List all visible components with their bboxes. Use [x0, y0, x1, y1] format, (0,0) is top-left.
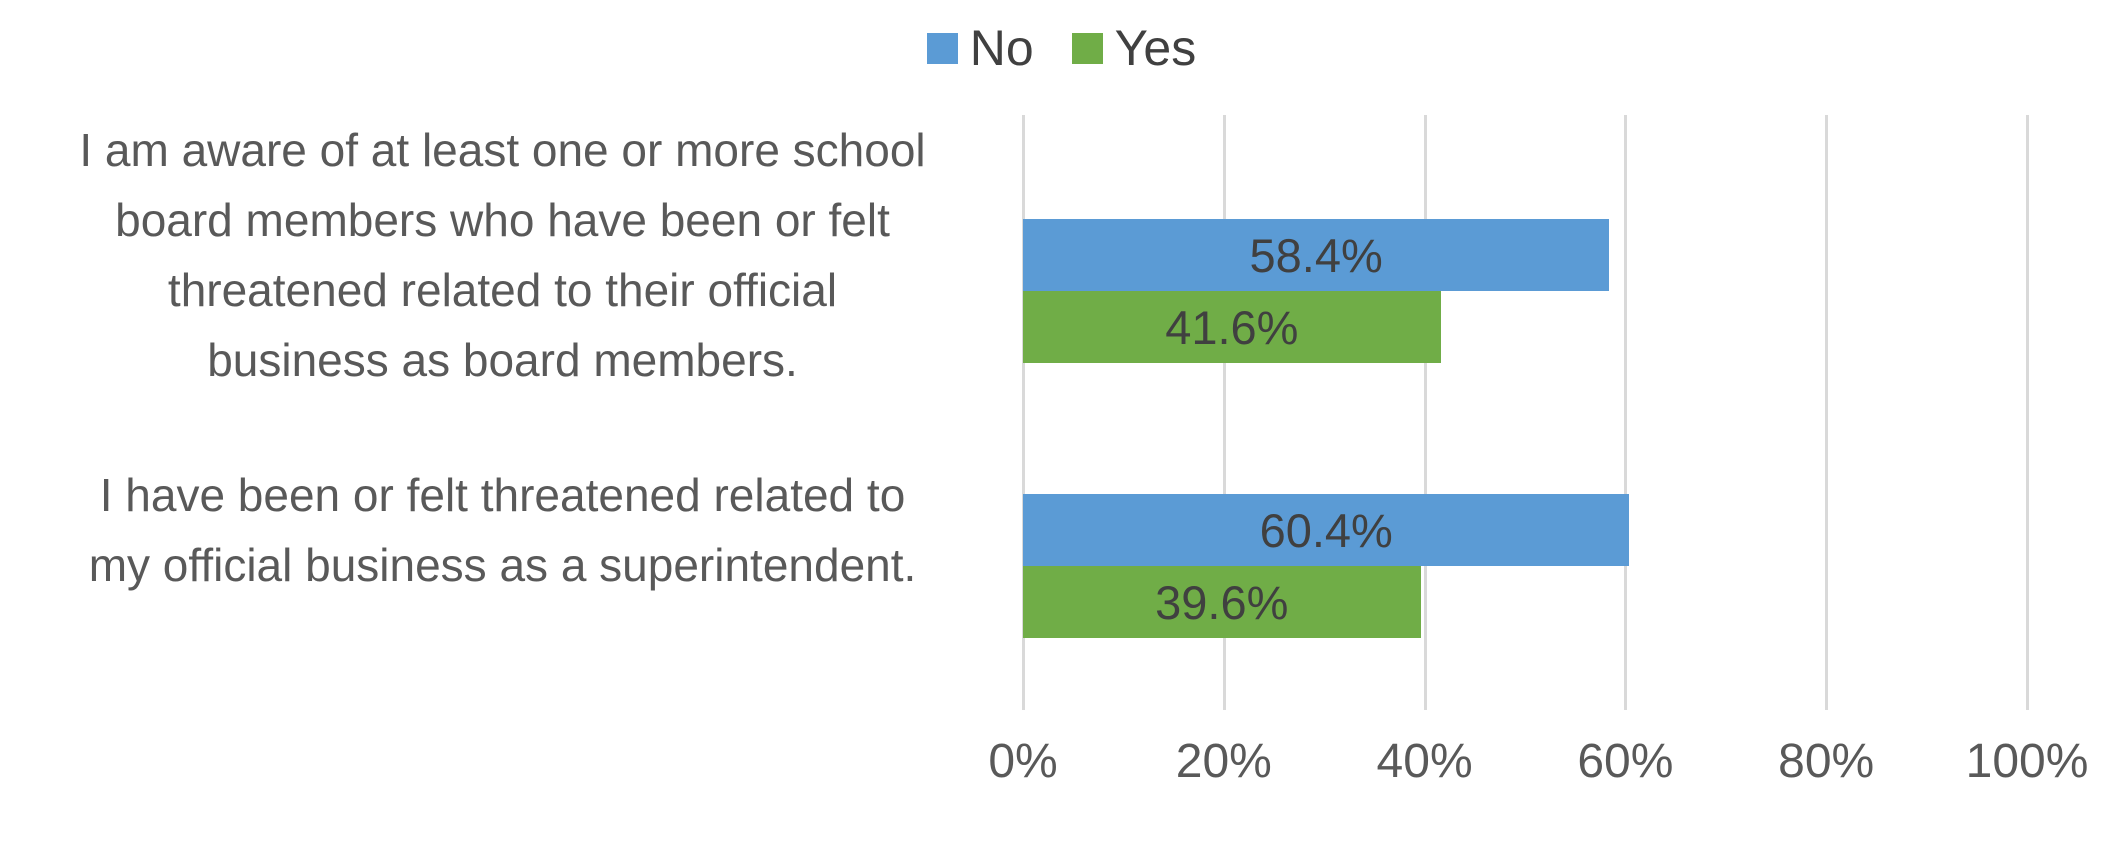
- gridline-0%: [1022, 115, 1025, 710]
- bar-data-label: 41.6%: [1165, 300, 1299, 354]
- x-axis-tick-label: 40%: [1376, 735, 1473, 788]
- category-label-2: I have been or felt threatened related t…: [0, 460, 1005, 600]
- gridline-60%: [1624, 115, 1628, 710]
- x-axis-tick-label: 0%: [988, 735, 1058, 788]
- gridline-20%: [1222, 115, 1226, 710]
- gridline-100%: [2026, 115, 2029, 710]
- category-label-line: I have been or felt threatened related t…: [99, 469, 906, 521]
- legend-label: Yes: [1114, 20, 1197, 76]
- bar-no-category-1: 58.4%: [1023, 219, 1610, 291]
- x-axis-tick-label: 100%: [1965, 735, 2089, 788]
- bar-yes-category-2: 39.6%: [1023, 566, 1421, 638]
- legend-label: No: [969, 20, 1034, 76]
- gridline-80%: [1825, 115, 1829, 710]
- category-label-line: my official business as a superintendent…: [88, 539, 917, 591]
- category-label-line: board members who have been or felt: [115, 194, 890, 246]
- category-label-line: threatened related to their official: [167, 264, 838, 316]
- legend-item-no: No: [926, 20, 1034, 76]
- chart-legend: No Yes: [0, 18, 2123, 78]
- x-axis-tick-label: 80%: [1778, 735, 1875, 788]
- bar-yes-category-1: 41.6%: [1023, 291, 1441, 363]
- category-label-line: I am aware of at least one or more schoo…: [79, 124, 926, 176]
- x-axis-tick-label: 60%: [1577, 735, 1674, 788]
- bar-data-label: 60.4%: [1259, 503, 1393, 557]
- x-axis-tick-label: 20%: [1175, 735, 1272, 788]
- legend-item-yes: Yes: [1071, 20, 1197, 76]
- category-label-1: I am aware of at least one or more schoo…: [0, 115, 1005, 395]
- bar-no-category-2: 60.4%: [1023, 494, 1630, 566]
- bar-data-label: 39.6%: [1155, 575, 1289, 629]
- bar-data-label: 58.4%: [1249, 228, 1383, 282]
- gridline-40%: [1423, 115, 1427, 710]
- category-label-line: business as board members.: [207, 334, 798, 386]
- plot-area: 58.4% 41.6% 60.4% 39.6%: [1022, 115, 2029, 710]
- legend-swatch-icon: [926, 32, 958, 64]
- legend-swatch-icon: [1071, 32, 1103, 64]
